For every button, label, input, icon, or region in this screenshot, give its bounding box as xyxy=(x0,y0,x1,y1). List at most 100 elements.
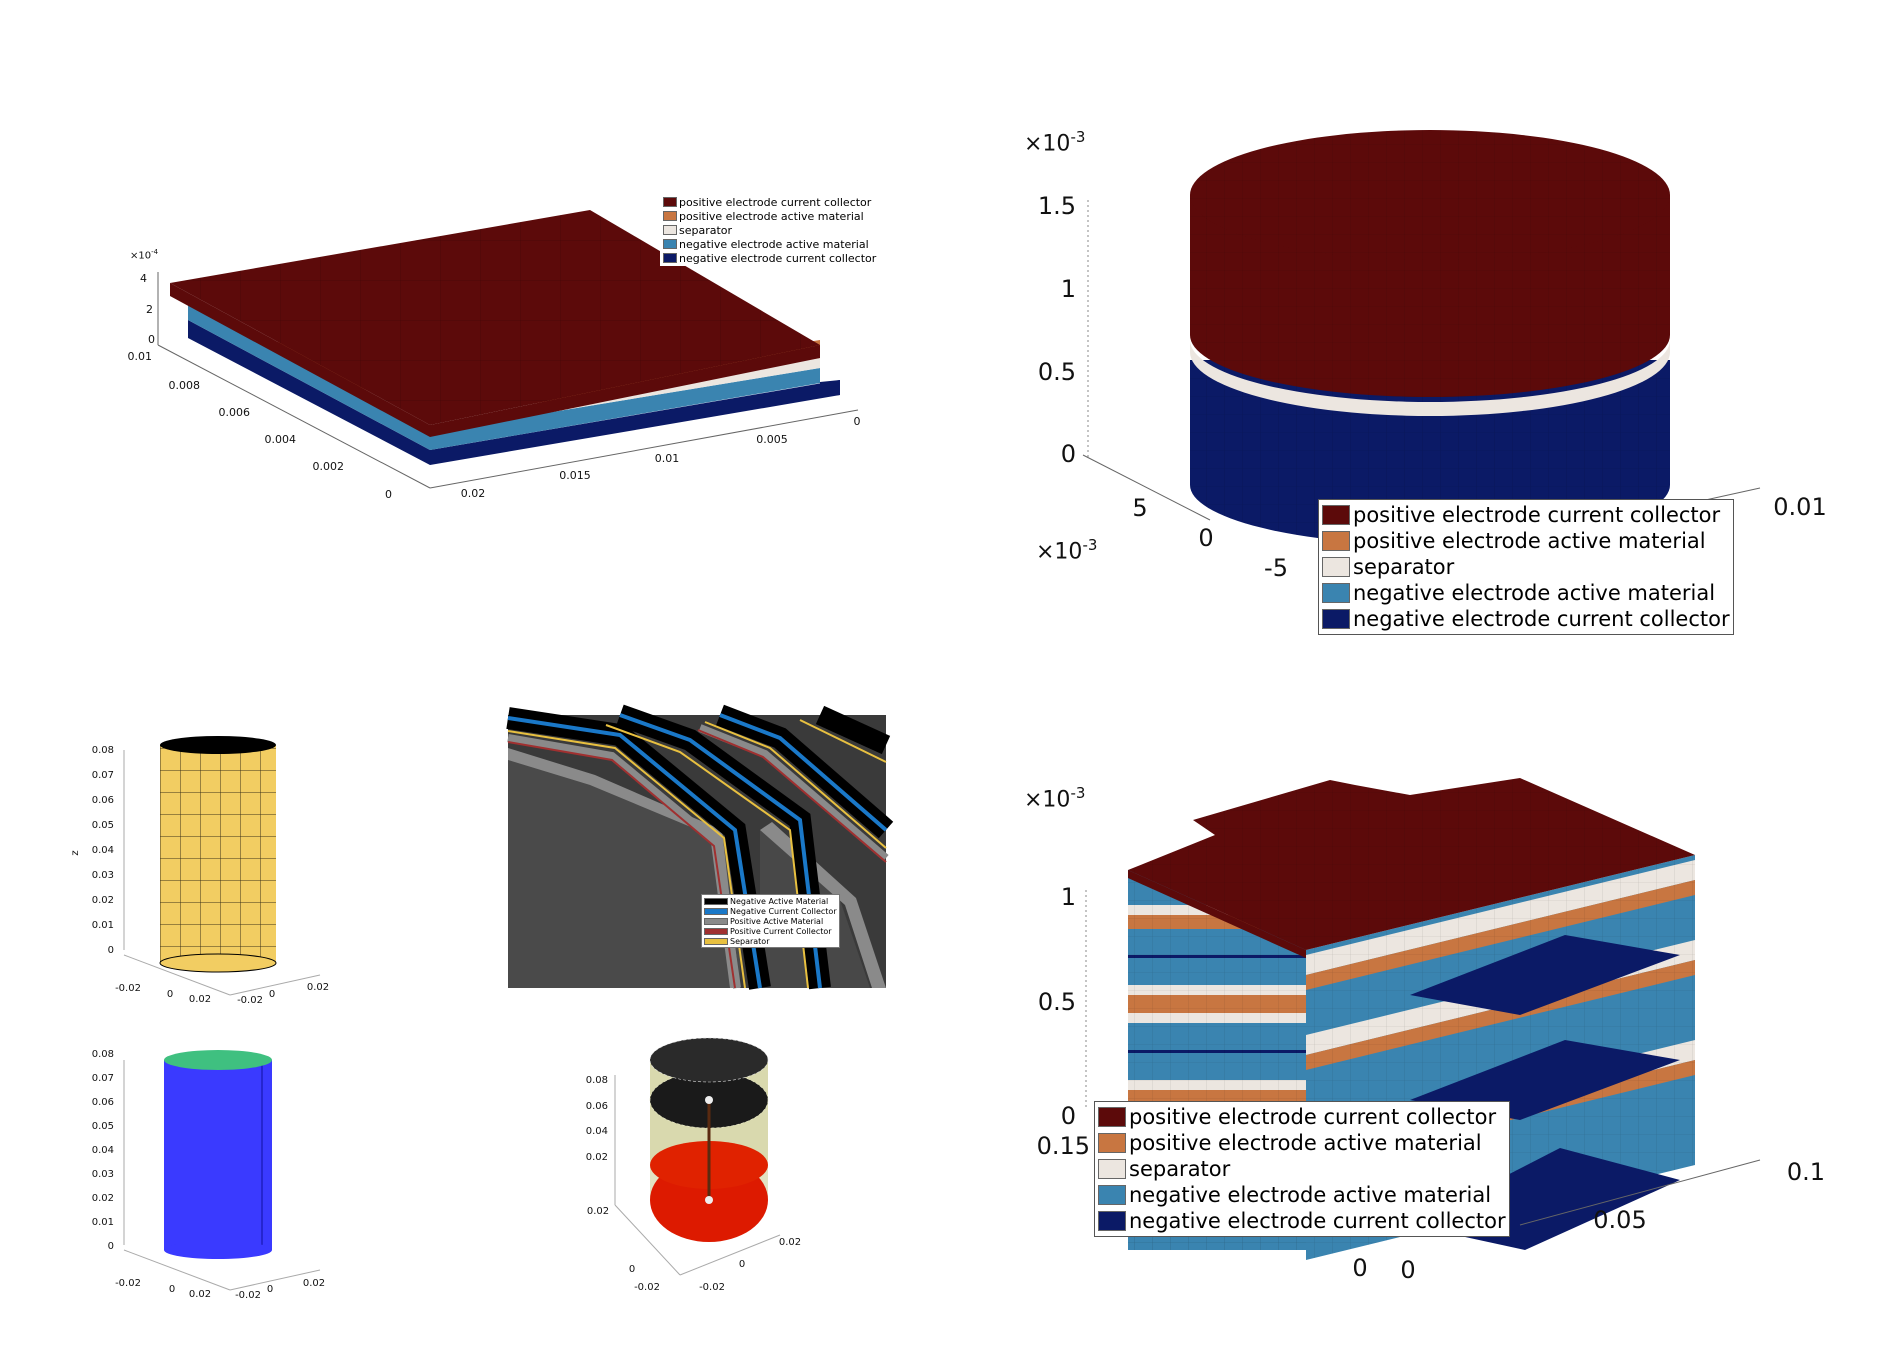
c-z-label: z xyxy=(70,850,81,855)
f-axis-base-right xyxy=(679,1234,781,1276)
c-bottom-tick: 0 xyxy=(269,989,275,1000)
d-z-tick: 0 xyxy=(108,1241,114,1252)
a-neg-cc-end xyxy=(820,380,840,397)
legend-item: Negative Active Material xyxy=(704,896,837,906)
legend-label: separator xyxy=(679,223,733,237)
c-axis-base-right xyxy=(229,974,321,996)
g-neg-tab-upper xyxy=(1410,935,1680,1015)
e-roll-band-sep xyxy=(799,719,887,763)
legend-panel-b: positive electrode current collector pos… xyxy=(1318,499,1734,635)
legend-swatch xyxy=(1322,583,1350,603)
e-roll-band-pos xyxy=(698,724,889,862)
legend-swatch xyxy=(663,211,677,221)
c-z-tick: 0.06 xyxy=(92,795,114,806)
d-z-tick: 0.08 xyxy=(92,1049,114,1060)
legend-panel-g: positive electrode current collector pos… xyxy=(1094,1101,1510,1237)
c-bottom-tick: 0 xyxy=(167,989,173,1000)
legend-item: positive electrode active material xyxy=(1322,528,1730,554)
a-y-tick: 0.004 xyxy=(265,433,297,446)
legend-panel-e: Negative Active Material Negative Curren… xyxy=(701,894,840,948)
g-neg-tab-lower xyxy=(1410,1040,1680,1120)
b-z-tick: 0 xyxy=(1061,440,1076,468)
legend-swatch xyxy=(663,197,677,207)
legend-swatch xyxy=(704,907,728,915)
f-bottom-tick: 0.02 xyxy=(779,1237,801,1248)
d-bottom-tick: 0 xyxy=(169,1284,175,1295)
a-y-tick: 0 xyxy=(385,488,392,501)
g-z-tick: 0.5 xyxy=(1038,988,1076,1016)
legend-label: negative electrode current collector xyxy=(679,251,877,265)
d-axis-base-right xyxy=(229,1269,321,1291)
legend-item: separator xyxy=(1098,1156,1506,1182)
f-cylinder-top-cap xyxy=(649,1037,769,1083)
legend-label: Positive Active Material xyxy=(730,916,824,926)
legend-label: positive electrode current collector xyxy=(679,195,872,209)
b-y-tick: -5 xyxy=(1264,554,1288,582)
legend-label: positive electrode active material xyxy=(679,209,864,223)
a-neg-cc-slab xyxy=(188,320,840,465)
a-z-multiplier: ×10-4 xyxy=(130,248,159,262)
legend-swatch xyxy=(663,225,677,235)
g-z-tick: 0 xyxy=(1061,1102,1076,1130)
f-bottom-tick: -0.02 xyxy=(634,1282,660,1293)
d-cylinder-body xyxy=(164,1060,272,1250)
a-pos-cc-front-face xyxy=(430,345,820,437)
f-axis-base-left xyxy=(614,1204,681,1276)
legend-swatch xyxy=(1322,609,1350,629)
panel-f-spiral-cylinder: 0.08 0.06 0.04 0.02 0.02 -0.02 0 -0.02 0… xyxy=(586,1037,801,1293)
legend-panel-a: positive electrode current collector pos… xyxy=(660,194,880,266)
legend-label: positive electrode active material xyxy=(1129,1131,1482,1155)
legend-label: separator xyxy=(1129,1157,1231,1181)
legend-label: negative electrode active material xyxy=(1353,581,1716,605)
e-gray-band-1 xyxy=(508,748,740,988)
panel-b-coin-cell: 1.5 1 0.5 0 5 0 -5 0.01 xyxy=(1038,130,1827,582)
legend-item: Negative Current Collector xyxy=(704,906,837,916)
b-y-tick: 5 xyxy=(1132,494,1147,522)
g-axis-x xyxy=(1519,1159,1761,1226)
legend-swatch xyxy=(1098,1159,1126,1179)
d-z-tick: 0.07 xyxy=(92,1073,114,1084)
legend-swatch xyxy=(704,897,728,905)
d-z-tick: 0.04 xyxy=(92,1145,114,1156)
g-pos-cc-top-grid xyxy=(1128,778,1695,950)
d-bottom-tick: 0.02 xyxy=(189,1289,211,1300)
legend-item: positive electrode current collector xyxy=(663,195,876,209)
d-axis-base-left xyxy=(123,1249,231,1291)
legend-item: separator xyxy=(1322,554,1730,580)
legend-item: negative electrode active material xyxy=(1322,580,1730,606)
a-z-tick: 0 xyxy=(148,333,155,346)
f-z-tick: 0.06 xyxy=(586,1101,608,1112)
legend-label: separator xyxy=(1353,555,1455,579)
c-axis-base-left xyxy=(123,954,231,996)
c-cylinder-body-grid xyxy=(160,745,276,963)
legend-swatch xyxy=(704,927,728,935)
c-z-tick: 0.02 xyxy=(92,895,114,906)
legend-swatch xyxy=(704,937,728,945)
panel-d-cylinder-surface: 0.08 0.07 0.06 0.05 0.04 0.03 0.02 0.01 … xyxy=(92,1049,325,1301)
panel-c-cylinder-mesh: z 0.08 0.07 0.06 0.05 0.04 0.03 0.02 0.0… xyxy=(70,736,329,1006)
legend-swatch xyxy=(1322,557,1350,577)
b-z-tick: 1 xyxy=(1061,275,1076,303)
legend-label: negative electrode active material xyxy=(1129,1183,1492,1207)
e-roll-band-blue xyxy=(719,713,888,832)
c-z-tick: 0.08 xyxy=(92,745,114,756)
legend-swatch xyxy=(663,253,677,263)
d-bottom-tick: 0.02 xyxy=(303,1278,325,1289)
c-bottom-tick: 0.02 xyxy=(307,982,329,993)
f-rod-top xyxy=(705,1096,713,1104)
a-x-tick: 0.005 xyxy=(756,433,788,446)
c-z-tick: 0.01 xyxy=(92,920,114,931)
legend-label: Separator xyxy=(730,936,770,946)
g-z-multiplier: ×10-3 xyxy=(1024,784,1086,813)
legend-label: negative electrode current collector xyxy=(1353,607,1730,631)
f-z-tick: 0.04 xyxy=(586,1126,608,1137)
c-cylinder-bottom xyxy=(159,953,277,973)
a-x-tick: 0 xyxy=(854,415,861,428)
a-y-tick: 0.006 xyxy=(219,406,251,419)
legend-label: negative electrode current collector xyxy=(1129,1209,1506,1233)
b-z-multiplier: ×10-3 xyxy=(1024,128,1086,157)
legend-item: negative electrode active material xyxy=(1098,1182,1506,1208)
legend-item: separator xyxy=(663,223,876,237)
d-z-tick: 0.05 xyxy=(92,1121,114,1132)
